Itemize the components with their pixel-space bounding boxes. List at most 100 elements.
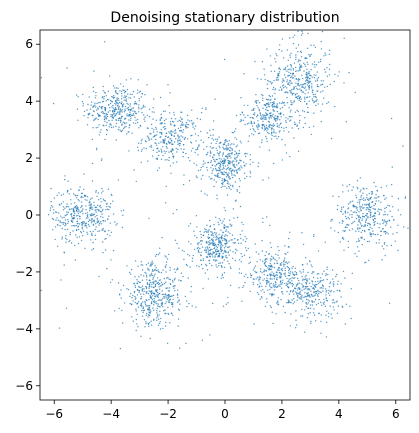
scatter-point — [202, 267, 204, 270]
scatter-point — [260, 118, 262, 121]
scatter-point — [103, 95, 105, 98]
scatter-point — [187, 157, 189, 159]
scatter-point — [365, 209, 367, 211]
scatter-point — [133, 290, 136, 293]
scatter-point — [98, 199, 100, 201]
scatter-point — [296, 125, 298, 128]
scatter-point — [358, 220, 360, 223]
scatter-point — [75, 215, 78, 217]
scatter-point — [350, 288, 353, 290]
scatter-point — [385, 197, 387, 199]
scatter-point — [323, 301, 326, 303]
scatter-point — [168, 296, 170, 298]
scatter-point — [358, 215, 360, 217]
scatter-point — [130, 292, 132, 295]
scatter-point — [96, 217, 99, 220]
scatter-point — [103, 41, 106, 43]
scatter-point — [120, 210, 123, 212]
scatter-point — [313, 125, 315, 128]
scatter-point — [352, 200, 354, 202]
scatter-point — [320, 314, 322, 316]
scatter-point — [257, 165, 259, 168]
scatter-point — [289, 68, 291, 70]
scatter-point — [138, 91, 141, 93]
scatter-point — [268, 267, 270, 270]
scatter-point — [210, 231, 212, 233]
scatter-point — [212, 157, 214, 159]
scatter-point — [363, 199, 365, 201]
scatter-point — [373, 214, 375, 216]
scatter-point — [292, 36, 294, 38]
scatter-point — [200, 251, 202, 253]
scatter-point — [344, 226, 346, 228]
scatter-point — [385, 206, 388, 209]
scatter-point — [80, 232, 83, 234]
scatter-point — [287, 59, 289, 61]
scatter-point — [301, 275, 303, 278]
scatter-point — [335, 273, 338, 276]
scatter-point — [305, 57, 307, 60]
scatter-point — [183, 258, 185, 261]
scatter-point — [238, 185, 241, 188]
scatter-point — [318, 292, 320, 295]
scatter-point — [355, 212, 357, 214]
scatter-point — [223, 207, 225, 209]
scatter-point — [287, 251, 289, 254]
scatter-point — [269, 114, 271, 117]
scatter-point — [220, 277, 222, 279]
scatter-point — [244, 236, 246, 238]
scatter-point — [342, 238, 345, 240]
scatter-point — [307, 92, 309, 94]
scatter-point — [100, 223, 103, 225]
scatter-point — [327, 312, 330, 314]
scatter-point — [258, 102, 261, 104]
scatter-point — [289, 301, 291, 304]
scatter-point — [282, 57, 285, 59]
scatter-point — [281, 85, 284, 87]
scatter-point — [138, 100, 140, 102]
scatter-point — [193, 230, 195, 232]
scatter-point — [209, 155, 211, 157]
scatter-point — [109, 203, 112, 205]
scatter-point — [262, 118, 264, 120]
scatter-point — [320, 287, 323, 289]
scatter-point — [143, 319, 146, 321]
scatter-point — [272, 125, 274, 128]
scatter-point — [344, 215, 347, 218]
scatter-point — [388, 220, 391, 222]
scatter-point — [154, 142, 156, 144]
scatter-point — [224, 141, 226, 144]
scatter-point — [128, 114, 130, 116]
scatter-point — [325, 321, 328, 323]
scatter-point — [128, 97, 130, 99]
scatter-point — [214, 174, 216, 176]
scatter-point — [184, 124, 186, 126]
scatter-point — [310, 133, 313, 136]
scatter-point — [221, 172, 223, 174]
scatter-point — [285, 66, 287, 69]
scatter-point — [295, 319, 297, 321]
scatter-point — [188, 302, 190, 305]
scatter-point — [134, 285, 136, 287]
scatter-point — [268, 116, 270, 119]
scatter-point — [88, 202, 90, 204]
scatter-point — [154, 269, 156, 271]
scatter-point — [304, 86, 307, 88]
scatter-point — [219, 247, 222, 249]
scatter-point — [132, 122, 135, 124]
scatter-point — [232, 164, 234, 166]
scatter-point — [231, 224, 233, 226]
scatter-point — [265, 118, 267, 121]
scatter-point — [91, 138, 94, 141]
scatter-point — [327, 273, 329, 276]
scatter-point — [283, 273, 285, 275]
scatter-point — [98, 222, 101, 225]
scatter-point — [171, 134, 173, 137]
scatter-point — [296, 97, 299, 100]
scatter-point — [216, 138, 219, 140]
scatter-point — [285, 261, 288, 263]
scatter-point — [334, 105, 336, 108]
scatter-point — [214, 167, 217, 170]
scatter-point — [292, 77, 295, 79]
scatter-point — [206, 231, 208, 233]
